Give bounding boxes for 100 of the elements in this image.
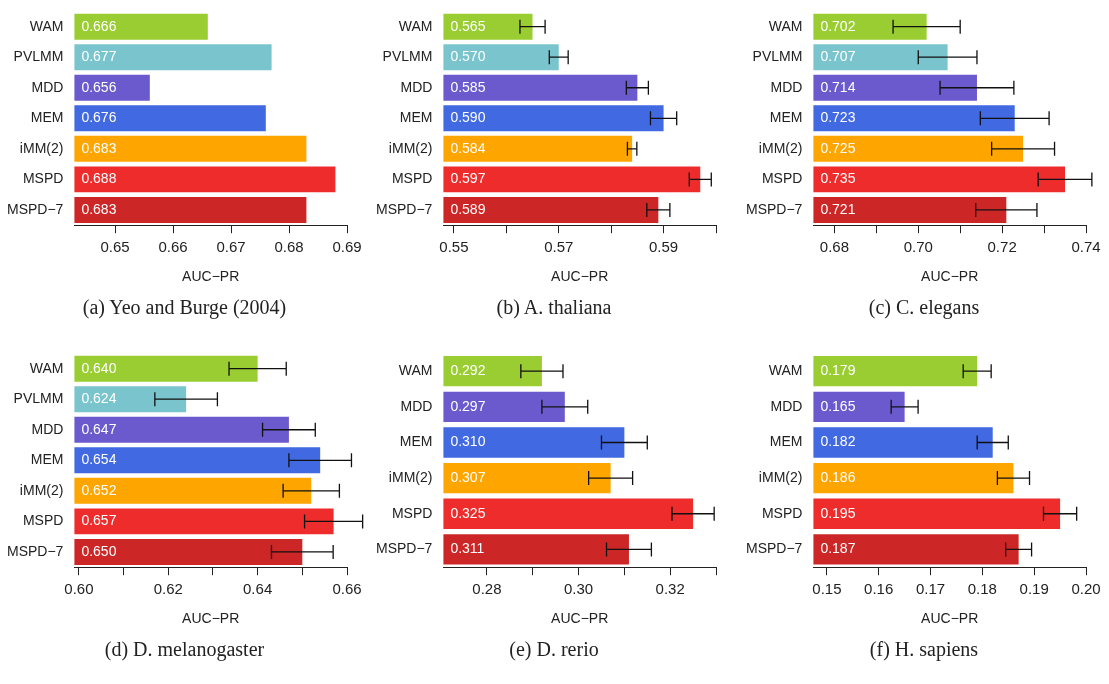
x-tick-label: 0.15 <box>812 580 842 598</box>
data-label: 0.325 <box>450 504 486 521</box>
x-tick-label: 0.60 <box>64 580 94 598</box>
x-tick-label: 0.66 <box>332 580 362 598</box>
y-tick-label: MSPD−7 <box>375 540 433 557</box>
y-tick-label: iMM(2) <box>388 139 433 156</box>
data-label: 0.590 <box>450 109 486 126</box>
x-axis-title: AUC−PR <box>921 610 979 627</box>
y-tick-label: MDD <box>31 78 64 95</box>
data-label: 0.182 <box>820 433 856 450</box>
text: (f) H. sapiens <box>868 638 980 661</box>
data-label: 0.297 <box>450 397 486 414</box>
data-label: 0.725 <box>820 139 856 156</box>
data-label: 0.570 <box>450 48 486 65</box>
data-label: 0.292 <box>450 362 486 379</box>
text: (a) Yeo and Burge (2004) <box>81 296 288 319</box>
y-tick-label: PVLMM <box>13 48 64 65</box>
y-tick-label: MDD <box>400 397 433 414</box>
y-tick-label: MDD <box>770 397 803 414</box>
data-label: 0.721 <box>820 200 856 217</box>
x-tick-label: 0.18 <box>967 580 997 598</box>
y-tick-label: MDD <box>770 78 803 95</box>
y-tick-label: PVLMM <box>752 48 803 65</box>
data-label: 0.666 <box>81 17 117 34</box>
y-tick-label: iMM(2) <box>388 468 433 485</box>
data-label: 0.702 <box>820 17 856 34</box>
x-tick-label: 0.32 <box>655 580 685 598</box>
x-tick-label: 0.20 <box>1071 580 1101 598</box>
data-label: 0.723 <box>820 109 856 126</box>
data-label: 0.589 <box>450 200 486 217</box>
y-tick-label: WAM <box>29 17 64 34</box>
data-label: 0.650 <box>81 542 117 559</box>
y-tick-label: WAM <box>398 17 433 34</box>
data-label: 0.307 <box>450 468 486 485</box>
y-tick-label: WAM <box>398 362 433 379</box>
data-label: 0.714 <box>820 78 856 95</box>
x-tick-label: 0.65 <box>100 238 130 256</box>
data-label: 0.565 <box>450 17 486 34</box>
x-axis-title: AUC−PR <box>551 610 609 627</box>
data-label: 0.195 <box>820 504 856 521</box>
x-tick-label: 0.66 <box>158 238 188 256</box>
data-label: 0.688 <box>81 170 117 187</box>
y-tick-label: MSPD−7 <box>745 540 803 557</box>
y-tick-label: MSPD−7 <box>6 542 64 559</box>
y-tick-label: iMM(2) <box>758 468 803 485</box>
x-tick-label: 0.57 <box>544 238 574 256</box>
y-tick-label: MSPD <box>22 512 64 529</box>
y-tick-label: MSPD <box>391 504 433 521</box>
text: (d) D. melanogaster <box>103 638 266 661</box>
x-tick-label: 0.74 <box>1071 238 1101 256</box>
data-label: 0.676 <box>81 109 117 126</box>
x-tick-label: 0.55 <box>439 238 469 256</box>
y-tick-label: MSPD <box>22 170 64 187</box>
x-axis-title: AUC−PR <box>921 268 979 285</box>
x-tick-label: 0.59 <box>648 238 679 256</box>
data-label: 0.186 <box>820 468 856 485</box>
data-label: 0.647 <box>81 420 117 437</box>
data-label: 0.654 <box>81 451 117 468</box>
data-label: 0.165 <box>820 397 856 414</box>
x-tick-label: 0.72 <box>987 238 1017 256</box>
x-tick-label: 0.70 <box>903 238 933 256</box>
y-tick-label: MEM <box>30 451 64 468</box>
x-tick-label: 0.19 <box>1019 580 1049 598</box>
x-tick-label: 0.69 <box>332 238 362 256</box>
x-tick-label: 0.62 <box>153 580 183 598</box>
text: (c) C. elegans <box>867 296 981 319</box>
y-tick-label: MDD <box>31 420 64 437</box>
x-tick-label: 0.67 <box>216 238 246 256</box>
text: (b) A. thaliana <box>495 296 613 319</box>
y-tick-label: MSPD−7 <box>745 200 803 217</box>
data-label: 0.677 <box>81 48 117 65</box>
x-axis-title: AUC−PR <box>182 610 240 627</box>
y-tick-label: MEM <box>399 109 433 126</box>
data-label: 0.683 <box>81 200 117 217</box>
x-axis-title: AUC−PR <box>182 268 240 285</box>
data-label: 0.187 <box>820 540 856 557</box>
data-label: 0.735 <box>820 170 856 187</box>
y-tick-label: MEM <box>769 109 803 126</box>
y-tick-label: MEM <box>399 433 433 450</box>
y-tick-label: MEM <box>30 109 64 126</box>
y-tick-label: PVLMM <box>382 48 433 65</box>
data-label: 0.683 <box>81 139 117 156</box>
data-label: 0.656 <box>81 78 117 95</box>
x-axis-title: AUC−PR <box>551 268 609 285</box>
y-tick-label: MSPD <box>761 504 803 521</box>
y-tick-label: WAM <box>768 17 803 34</box>
y-tick-label: iMM(2) <box>758 139 803 156</box>
x-tick-label: 0.28 <box>472 580 502 598</box>
data-label: 0.707 <box>820 48 856 65</box>
data-label: 0.585 <box>450 78 486 95</box>
y-tick-label: MSPD−7 <box>375 200 433 217</box>
data-label: 0.657 <box>81 512 117 529</box>
data-label: 0.584 <box>450 139 486 156</box>
x-tick-label: 0.68 <box>819 238 849 256</box>
text: (e) D. rerio <box>508 638 600 661</box>
y-tick-label: MSPD <box>761 170 803 187</box>
data-label: 0.640 <box>81 359 117 376</box>
y-tick-label: iMM(2) <box>19 139 64 156</box>
y-tick-label: PVLMM <box>13 390 64 407</box>
y-tick-label: MDD <box>400 78 433 95</box>
